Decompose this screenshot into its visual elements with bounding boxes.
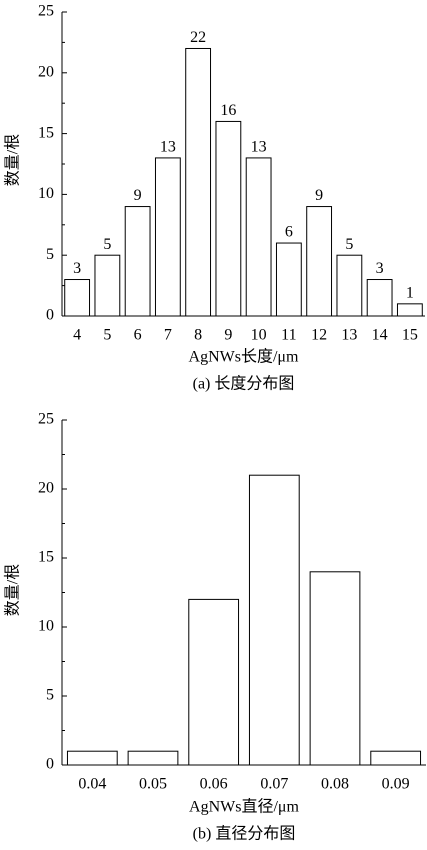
bar [366,279,393,317]
x-axis-title: AgNWs直径/μm [189,798,299,816]
bar [336,254,363,317]
y-tick-label: 5 [46,687,54,704]
x-tick-label: 7 [164,327,172,344]
x-tick-label: 0.08 [321,776,349,793]
x-tick-label: 0.09 [382,776,410,793]
bar [275,242,302,317]
bar [306,206,333,317]
bar [188,598,240,766]
y-axis-title: 数量/根 [4,564,22,616]
data-label: 5 [345,236,353,253]
data-label: 1 [406,285,414,302]
y-tick-label: 25 [38,411,54,428]
bar [154,157,181,317]
bar [396,303,423,317]
bar [64,279,91,317]
x-tick-label: 11 [281,327,296,344]
y-tick-label: 15 [38,124,54,141]
data-label: 13 [160,139,176,156]
data-label: 9 [134,187,142,204]
y-tick-label: 20 [38,63,54,80]
x-tick-label: 0.06 [200,776,228,793]
data-label: 22 [190,29,206,46]
y-tick-label: 0 [46,756,54,773]
caption: (a) 长度分布图 [193,375,295,393]
x-tick-label: 14 [372,327,388,344]
bar [124,206,151,317]
y-tick-label: 15 [38,549,54,566]
data-label: 3 [376,260,384,277]
x-tick-label: 9 [224,327,232,344]
y-tick-label: 5 [46,246,54,263]
bar [66,750,118,766]
x-tick-label: 6 [134,327,142,344]
bar [370,750,422,766]
bar [245,157,272,317]
y-tick-label: 10 [38,185,54,202]
data-label: 6 [285,224,293,241]
y-tick-label: 25 [38,3,54,20]
x-axis-title: AgNWs长度/μm [189,348,299,366]
y-tick-label: 20 [38,480,54,497]
data-label: 16 [220,102,236,119]
data-label: 5 [103,236,111,253]
x-tick-label: 0.05 [139,776,167,793]
x-tick-label: 0.07 [260,776,288,793]
y-tick-label: 10 [38,618,54,635]
x-tick-label: 15 [402,327,418,344]
x-tick-label: 4 [73,327,81,344]
x-tick-label: 8 [194,327,202,344]
data-label: 9 [315,187,323,204]
x-tick-label: 5 [103,327,111,344]
y-tick-label: 0 [46,307,54,324]
x-tick-label: 0.04 [78,776,106,793]
x-tick-label: 13 [341,327,357,344]
data-label: 13 [251,139,267,156]
x-tick-label: 12 [311,327,327,344]
bar [127,750,179,766]
data-label: 3 [73,260,81,277]
bar [94,254,121,317]
y-axis-title: 数量/根 [4,134,22,186]
bar [248,474,300,766]
bar [215,120,242,317]
bar [185,47,212,317]
caption: (b) 直径分布图 [193,825,296,843]
bar [309,571,361,766]
x-tick-label: 10 [251,327,267,344]
